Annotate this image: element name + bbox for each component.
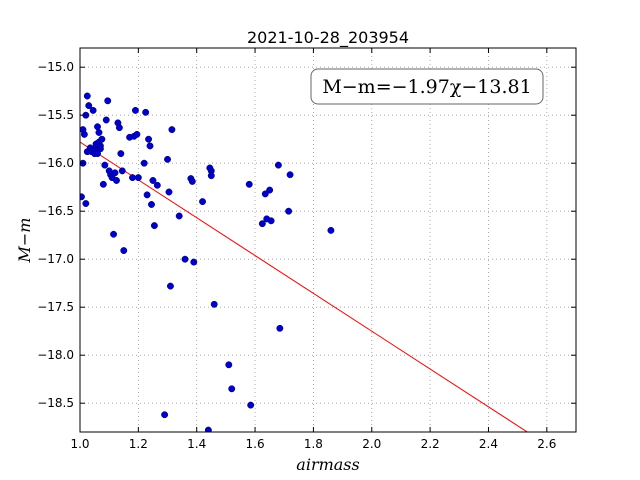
- data-point: [164, 155, 171, 163]
- data-point: [94, 123, 101, 131]
- data-point: [266, 186, 274, 194]
- x-tick-label: 1.0: [70, 437, 89, 451]
- data-point: [286, 171, 294, 179]
- data-point: [267, 217, 275, 225]
- equation-annotation: M−m=−1.97χ−13.81: [310, 68, 544, 105]
- x-tick-label: 1.2: [129, 437, 148, 451]
- x-tick-label: 1.6: [246, 437, 265, 451]
- x-axis-label: airmass: [296, 455, 359, 474]
- data-point: [258, 220, 266, 228]
- data-point: [247, 401, 255, 409]
- grid: [79, 48, 576, 432]
- data-point: [199, 198, 206, 206]
- data-point: [274, 161, 282, 169]
- y-axis-label: M−m: [15, 218, 34, 264]
- data-point: [181, 255, 189, 263]
- data-point: [188, 177, 196, 185]
- data-point: [111, 169, 119, 177]
- x-tick-label: 2.6: [537, 437, 556, 451]
- data-point: [285, 207, 293, 215]
- data-point: [115, 124, 123, 132]
- fit-line-layer: [80, 141, 529, 432]
- y-tick-label: −17.5: [37, 300, 74, 314]
- data-point: [149, 177, 157, 184]
- data-point: [102, 116, 110, 124]
- x-tick-label: 1.4: [187, 437, 206, 451]
- data-point: [117, 150, 125, 158]
- y-tick-label: −17.0: [37, 252, 74, 266]
- y-tick-label: −18.0: [37, 348, 74, 362]
- data-point: [120, 247, 128, 255]
- y-tick-label: −15.0: [37, 60, 74, 74]
- data-point: [327, 226, 335, 234]
- data-point: [85, 102, 93, 110]
- equation-box: [310, 68, 544, 105]
- data-point: [166, 282, 174, 290]
- data-point: [83, 92, 91, 100]
- data-point: [118, 167, 126, 175]
- x-tick-label: 2.2: [421, 437, 440, 451]
- data-points: [80, 92, 335, 432]
- data-point: [153, 181, 161, 189]
- data-point: [89, 106, 97, 114]
- data-point: [110, 230, 118, 238]
- data-point: [82, 200, 90, 207]
- data-point: [143, 191, 151, 199]
- y-tick-label: −16.5: [37, 204, 74, 218]
- data-point: [145, 135, 153, 143]
- fit-line: [80, 141, 529, 432]
- chart-title: 2021-10-28_203954: [247, 28, 409, 48]
- data-point: [113, 177, 120, 184]
- data-point: [99, 180, 107, 188]
- data-point: [146, 142, 154, 150]
- x-tick-label: 1.8: [304, 437, 323, 451]
- equation-text: M−m=−1.97χ−13.81: [322, 76, 531, 98]
- data-point: [225, 361, 233, 369]
- data-point: [98, 135, 106, 143]
- y-tick-label: −15.5: [37, 108, 74, 122]
- data-point: [150, 222, 158, 230]
- data-point: [134, 174, 142, 182]
- data-point: [140, 159, 148, 167]
- data-point: [210, 300, 218, 308]
- y-tick-label: −18.5: [37, 396, 74, 410]
- data-point: [207, 172, 215, 180]
- data-point: [168, 126, 176, 134]
- plot-frame: [79, 47, 577, 433]
- data-point: [142, 108, 150, 116]
- data-point: [104, 97, 112, 105]
- data-point: [276, 324, 284, 332]
- data-point: [148, 201, 155, 208]
- data-point: [204, 426, 212, 432]
- data-point: [245, 180, 253, 188]
- data-point: [133, 130, 141, 138]
- data-point: [161, 411, 169, 419]
- data-point: [80, 130, 88, 138]
- x-tick-label: 2.4: [479, 437, 498, 451]
- data-point: [165, 188, 173, 196]
- data-point: [80, 193, 85, 201]
- plot-clip-group: [79, 48, 576, 432]
- data-point: [228, 385, 236, 393]
- data-point: [96, 142, 104, 150]
- data-point: [129, 174, 136, 182]
- y-tick-label: −16.0: [37, 156, 74, 170]
- data-point: [131, 106, 139, 114]
- data-point: [101, 161, 109, 169]
- data-point: [261, 190, 269, 198]
- data-point: [190, 258, 198, 266]
- x-tick-label: 2.0: [362, 437, 381, 451]
- data-point: [175, 212, 183, 220]
- axis-ticks: 1.0 1.2 1.4 1.6 1.8 2.0 2.2 2.4 2.6 −15.0 −15.5 −16…: [37, 48, 576, 451]
- data-point: [95, 129, 103, 136]
